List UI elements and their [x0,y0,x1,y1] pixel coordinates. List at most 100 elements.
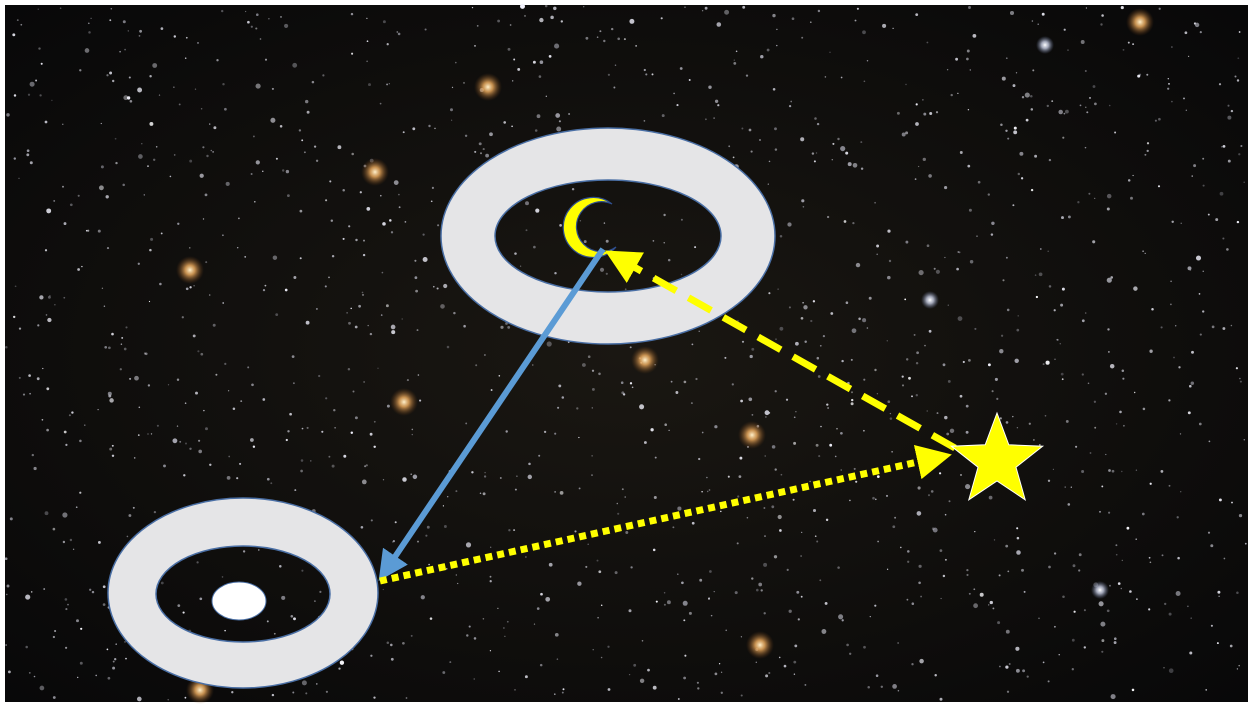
background-star [331,254,335,258]
background-star [987,193,990,196]
background-star [916,511,922,516]
background-star [999,349,1004,354]
background-star [422,257,428,262]
background-star [1198,422,1202,426]
background-star [1169,303,1172,306]
background-star [264,58,268,61]
background-star [252,135,255,138]
background-star [866,60,869,62]
background-star [394,563,397,566]
background-star [138,406,141,409]
background-star [1151,308,1154,311]
background-star [1016,427,1019,429]
glowing-star [474,73,502,101]
background-star [1048,285,1052,288]
background-star [351,52,354,55]
background-star [962,360,965,364]
background-star [199,173,204,178]
background-star [1184,31,1188,35]
background-star [366,60,368,63]
background-star [232,407,236,411]
background-star [849,499,851,502]
background-star [694,246,697,249]
background-star [987,363,991,367]
background-star [1108,469,1111,472]
background-star [824,601,828,605]
background-star [463,324,466,328]
background-star [957,316,963,321]
background-star [539,17,544,23]
background-star [1042,363,1045,366]
background-star [1191,175,1193,177]
background-star [571,187,575,191]
background-star [1199,30,1202,34]
background-star [946,432,950,436]
background-star [26,153,30,157]
background-star [13,157,16,160]
background-star [790,100,793,103]
background-star [585,565,588,568]
background-star [592,649,594,651]
background-star [851,398,854,402]
background-star [1157,185,1161,188]
background-star [126,96,131,100]
background-star [875,498,877,501]
background-star [605,239,609,243]
background-star [1038,617,1040,620]
background-star [990,233,994,236]
background-star [497,607,499,610]
background-star [1238,31,1241,33]
background-star [300,459,304,462]
background-star [969,260,974,264]
background-star [764,455,766,457]
background-star [149,121,154,126]
background-star [270,117,276,123]
background-star [443,283,448,289]
background-star [988,495,993,500]
background-star [124,641,126,643]
background-star [745,74,749,77]
background-star [944,186,948,190]
background-star [1015,646,1020,651]
background-star [886,568,889,570]
background-star [1015,668,1020,673]
background-star [266,477,270,481]
background-star [292,62,298,68]
background-star [255,13,259,16]
background-star [664,423,667,426]
background-star [1024,92,1030,98]
background-star [1185,109,1187,111]
background-star [1164,602,1167,606]
background-star [1089,452,1092,454]
background-star [1058,109,1063,115]
background-star [184,402,187,404]
background-star [672,526,675,529]
background-star [1061,378,1064,381]
background-star [710,614,713,617]
background-star [428,563,430,566]
background-star [663,603,666,606]
background-star [845,151,849,155]
background-star [751,413,754,416]
background-star [137,87,143,93]
background-star [490,546,492,548]
background-star [913,333,916,336]
background-star [301,139,304,142]
glowing-star [1036,36,1054,54]
background-star [84,48,90,53]
background-star [125,326,128,329]
night-sky-background [5,5,1248,702]
background-star [1230,109,1234,113]
background-star [402,131,405,134]
background-star [1023,590,1026,593]
background-star [122,20,126,24]
background-star [1226,248,1229,251]
background-star [97,229,101,233]
yellow-dotted-arrow [379,444,952,585]
background-star [1175,325,1177,327]
background-star [1022,669,1026,673]
background-star [1061,216,1064,220]
background-star [41,418,44,421]
background-star [620,381,624,385]
background-star [1239,377,1241,380]
